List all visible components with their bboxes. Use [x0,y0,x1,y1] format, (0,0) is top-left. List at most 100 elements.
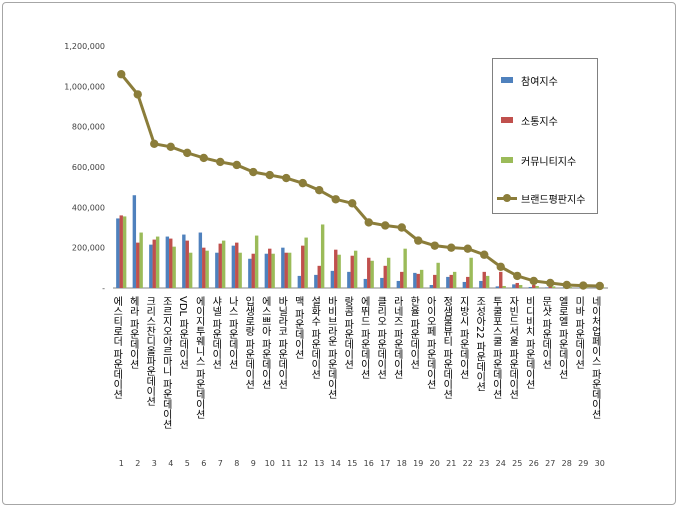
bar-community [172,246,176,288]
x-rank-label: 8 [234,459,239,468]
bar-community [370,260,374,288]
point-brand-reputation [595,281,604,291]
bar-participation [528,286,533,288]
x-category-label: 샤넬 파운데이션 [210,296,222,369]
x-rank-label: 21 [446,459,456,468]
x-category-label: 엘로엘 파운데이션 [556,295,568,379]
y-tick-label: 400,000 [72,203,105,212]
x-rank-label: 22 [463,459,473,468]
x-category-label: 랑콤 파운데이션 [342,296,354,369]
x-rank-label: 11 [281,459,291,468]
x-rank-label: 1 [119,459,124,468]
bar-community [485,275,490,288]
bar-participation [446,276,450,288]
x-category-label: 클리오 파운데이션 [375,296,387,379]
bar-community [386,257,391,288]
x-category-label: 미바 파운데이션 [573,296,585,369]
point-brand-reputation [117,70,126,79]
x-category-label: 비디비치 파운데이션 [523,296,535,389]
bar-community [436,262,440,288]
x-category-label: 정샘물뷰티 파운데이션 [441,296,453,399]
legend-item-participation: 참여지수 [493,71,597,91]
bar-communication [400,271,404,288]
bar-community [403,248,407,288]
legend: 참여지수 소통지수 커뮤니티지수 브랜드평판지수 [492,58,598,214]
x-category-label: 헤라 파운데이션 [127,296,139,369]
bar-communication [367,257,371,288]
x-rank-label: 17 [380,459,390,468]
x-rank-label: 15 [347,459,357,468]
bar-community [287,252,292,288]
bar-communication [152,239,156,288]
bar-participation [264,253,269,288]
point-brand-reputation [133,90,142,99]
bar-communication [383,265,387,288]
bar-community [221,240,226,288]
bar-communication [515,282,519,288]
bar-communication [532,284,536,288]
x-category-label: 바닐라코 파운데이션 [276,296,288,389]
point-brand-reputation [381,221,390,230]
bar-community [551,286,556,288]
bar-community [155,236,160,288]
bar-community [502,285,506,288]
bar-participation [545,287,549,288]
bar-communication [185,240,189,288]
y-tick-label: 200,000 [72,244,105,253]
x-rank-label: 16 [364,459,374,468]
legend-swatch-community [501,157,513,163]
bar-community [139,232,143,288]
y-tick-label: 800,000 [72,123,105,132]
x-rank-label: 6 [201,459,206,468]
bar-community [304,237,308,288]
y-tick-label: 1,000,000 [64,82,105,91]
point-brand-reputation [397,223,406,232]
y-tick-label: 600,000 [72,163,105,172]
x-rank-label: 27 [545,459,555,468]
x-category-label: 에스쁘아 파운데이션 [259,296,271,389]
x-rank-label: 19 [413,459,423,468]
legend-label-brand-reputation: 브랜드평판지수 [521,195,586,206]
bar-communication [202,247,206,288]
bar-community [205,250,209,288]
y-tick-label: 1,200,000 [64,42,105,51]
x-category-label: 크리스찬디올파운데이션 [144,296,156,406]
bar-communication [317,265,321,288]
x-category-label: 설화수 파운데이션 [309,296,321,379]
point-brand-reputation [331,195,340,204]
x-rank-label: 3 [152,459,157,468]
bar-communication [301,245,305,288]
bar-participation [116,218,120,288]
bar-communication [136,242,140,289]
x-rank-label: 28 [562,459,572,468]
point-brand-reputation [480,250,489,259]
bar-participation [429,284,434,288]
x-category-label: 자빈드서울 파운데이션 [507,296,519,399]
bar-participation [248,258,252,288]
bar-participation [149,244,153,288]
x-rank-label: 4 [168,459,173,468]
bar-participation [182,234,186,288]
bar-communication [416,273,420,288]
bar-community [518,284,523,288]
x-rank-label: 18 [397,459,407,468]
x-rank-label: 14 [331,459,341,468]
x-rank-label: 29 [578,459,588,468]
legend-label-community: 커뮤니티지수 [521,157,577,168]
x-rank-label: 12 [298,459,308,468]
y-tick-label: - [102,284,105,293]
legend-label-participation: 참여지수 [521,77,558,88]
point-brand-reputation [315,185,324,195]
point-brand-reputation [249,167,258,177]
bar-participation [462,281,467,288]
bar-community [568,286,572,288]
bar-participation [363,278,368,288]
bar-participation [479,280,483,288]
legend-item-communication: 소통지수 [493,111,597,131]
bar-community [452,271,457,288]
point-brand-reputation [183,148,192,158]
x-rank-label: 30 [595,459,605,468]
legend-swatch-participation [501,77,513,83]
x-rank-label: 7 [218,459,223,468]
bar-participation [198,232,203,288]
